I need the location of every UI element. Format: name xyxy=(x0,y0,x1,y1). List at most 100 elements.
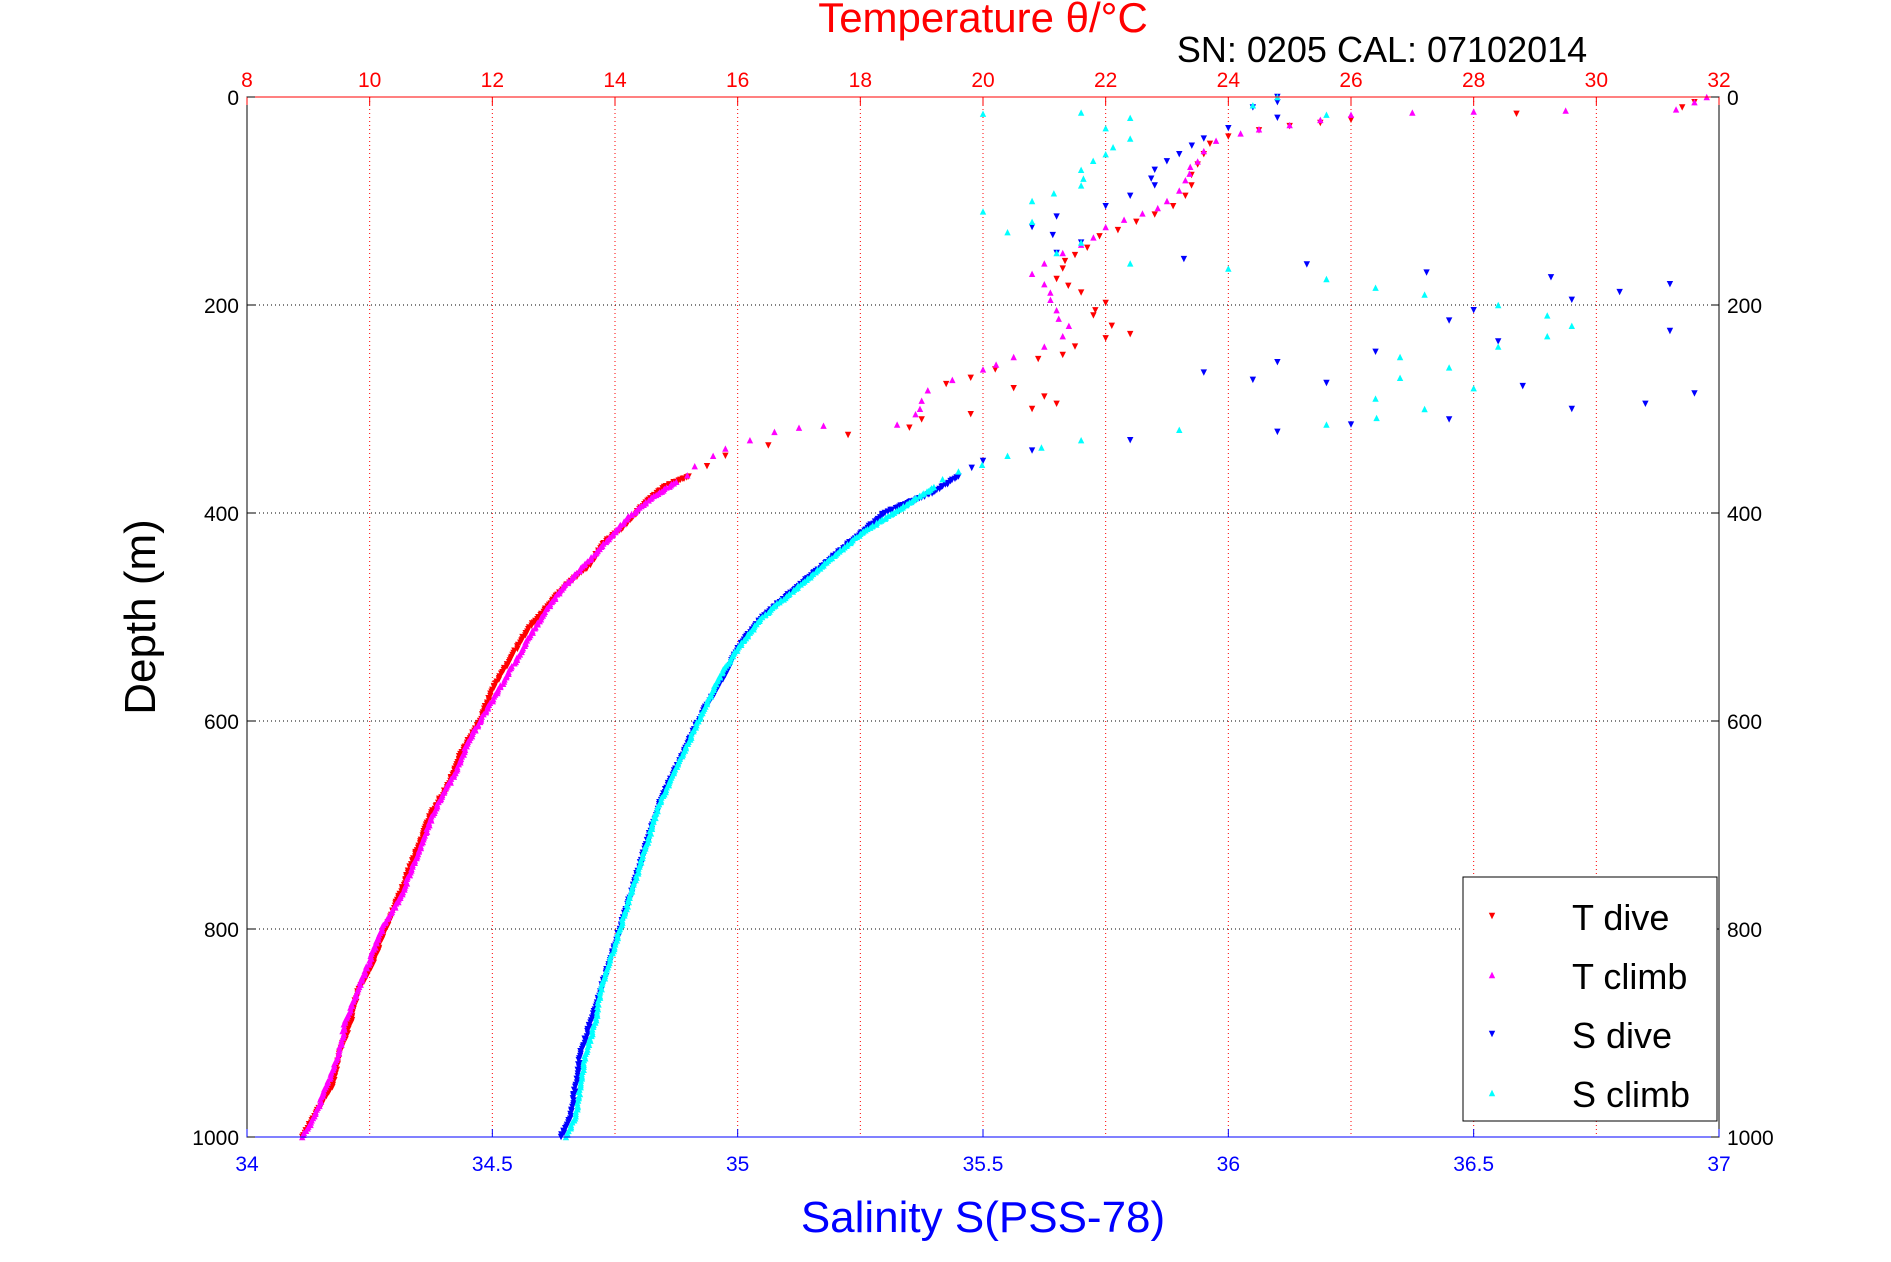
data-point xyxy=(765,442,772,449)
temperature-tick-label: 8 xyxy=(241,69,253,92)
legend-item: S dive xyxy=(1488,1015,1672,1056)
depth-tick-label-left: 1000 xyxy=(192,1127,239,1150)
data-point xyxy=(1041,260,1048,267)
data-point xyxy=(1347,116,1355,124)
data-point xyxy=(1445,416,1453,423)
data-point xyxy=(942,481,949,488)
data-point xyxy=(1274,114,1281,121)
data-point xyxy=(1495,343,1502,350)
data-point xyxy=(1102,151,1109,158)
data-point xyxy=(1120,216,1128,223)
data-point xyxy=(979,457,987,465)
data-point xyxy=(1317,116,1324,124)
legend-box xyxy=(1462,876,1718,1122)
data-point xyxy=(955,468,962,475)
data-point xyxy=(1225,125,1232,132)
data-point xyxy=(1053,213,1060,220)
series-t-climb xyxy=(299,93,1710,1141)
data-point xyxy=(1065,282,1072,289)
data-point xyxy=(1423,269,1430,276)
data-point xyxy=(1151,166,1158,173)
legend-items: T dive T climb S dive S climb xyxy=(1488,897,1690,1115)
data-point xyxy=(746,437,754,444)
data-point xyxy=(1053,249,1060,257)
temperature-tick-label: 32 xyxy=(1707,69,1730,92)
data-point xyxy=(1470,108,1477,115)
data-point xyxy=(709,452,717,459)
data-point xyxy=(1176,187,1183,194)
chart-subtitle: SN: 0205 CAL: 07102014 xyxy=(1177,29,1587,70)
data-point xyxy=(1188,142,1196,149)
x-axis-label: Salinity S(PSS-78) xyxy=(801,1193,1165,1242)
data-point xyxy=(1102,203,1109,210)
data-point xyxy=(795,424,803,431)
data-point xyxy=(703,463,711,470)
data-point xyxy=(1396,374,1404,381)
data-point xyxy=(1071,343,1079,350)
data-point xyxy=(1642,400,1649,407)
data-point xyxy=(514,645,521,653)
data-point xyxy=(1176,426,1183,433)
data-point xyxy=(1187,163,1194,170)
legend-item: T dive xyxy=(1488,897,1669,938)
data-point xyxy=(1035,355,1042,363)
data-point xyxy=(1495,301,1502,309)
data-marks xyxy=(299,93,1710,1141)
data-point xyxy=(1028,447,1036,454)
data-point xyxy=(1047,296,1054,303)
data-point xyxy=(1200,135,1207,142)
data-point xyxy=(979,208,987,215)
data-point xyxy=(1274,428,1281,436)
data-point xyxy=(1108,322,1115,329)
data-point xyxy=(1127,330,1134,338)
data-point xyxy=(1206,140,1214,147)
data-point xyxy=(1028,223,1036,231)
data-point xyxy=(943,380,950,388)
data-point xyxy=(1041,281,1048,288)
data-point xyxy=(1010,385,1017,392)
data-point xyxy=(1544,312,1551,319)
temperature-tick-label: 18 xyxy=(849,69,872,92)
data-point xyxy=(1077,437,1085,444)
data-point xyxy=(1274,359,1281,366)
data-point xyxy=(1049,231,1056,239)
data-point xyxy=(1127,437,1134,444)
data-point xyxy=(1409,109,1416,116)
data-point xyxy=(771,428,778,436)
data-point xyxy=(1059,249,1066,257)
data-point xyxy=(1055,315,1062,322)
data-point xyxy=(1061,257,1069,265)
data-point xyxy=(1077,166,1085,173)
depth-tick-label-left: 600 xyxy=(204,711,239,734)
data-point xyxy=(1470,385,1477,392)
data-point xyxy=(1010,353,1017,361)
salinity-tick-label: 34.5 xyxy=(472,1153,513,1176)
depth-tick-label-left: 400 xyxy=(204,503,239,526)
data-point xyxy=(1445,317,1453,324)
data-point xyxy=(1225,265,1232,272)
temperature-tick-label: 16 xyxy=(726,69,749,92)
data-point xyxy=(1047,289,1054,296)
data-point xyxy=(1102,335,1109,342)
legend-label: T dive xyxy=(1572,897,1669,938)
depth-tick-label-right: 1000 xyxy=(1727,1127,1774,1150)
depth-tick-label-left: 0 xyxy=(227,87,239,110)
data-point xyxy=(1028,270,1036,277)
data-point xyxy=(1513,110,1520,118)
temperature-tick-label: 22 xyxy=(1094,69,1117,92)
data-point xyxy=(1568,322,1575,329)
salinity-tick-label: 35 xyxy=(726,1153,749,1176)
series-s-climb xyxy=(562,93,1575,1141)
data-point xyxy=(1274,99,1281,106)
data-point xyxy=(1102,223,1109,231)
data-point xyxy=(992,361,1000,368)
data-point xyxy=(1176,151,1183,158)
data-point xyxy=(1182,177,1189,184)
data-point xyxy=(967,411,974,418)
data-point xyxy=(1090,234,1097,241)
data-point xyxy=(347,1004,354,1011)
data-point xyxy=(949,376,956,384)
data-point xyxy=(580,1056,588,1064)
